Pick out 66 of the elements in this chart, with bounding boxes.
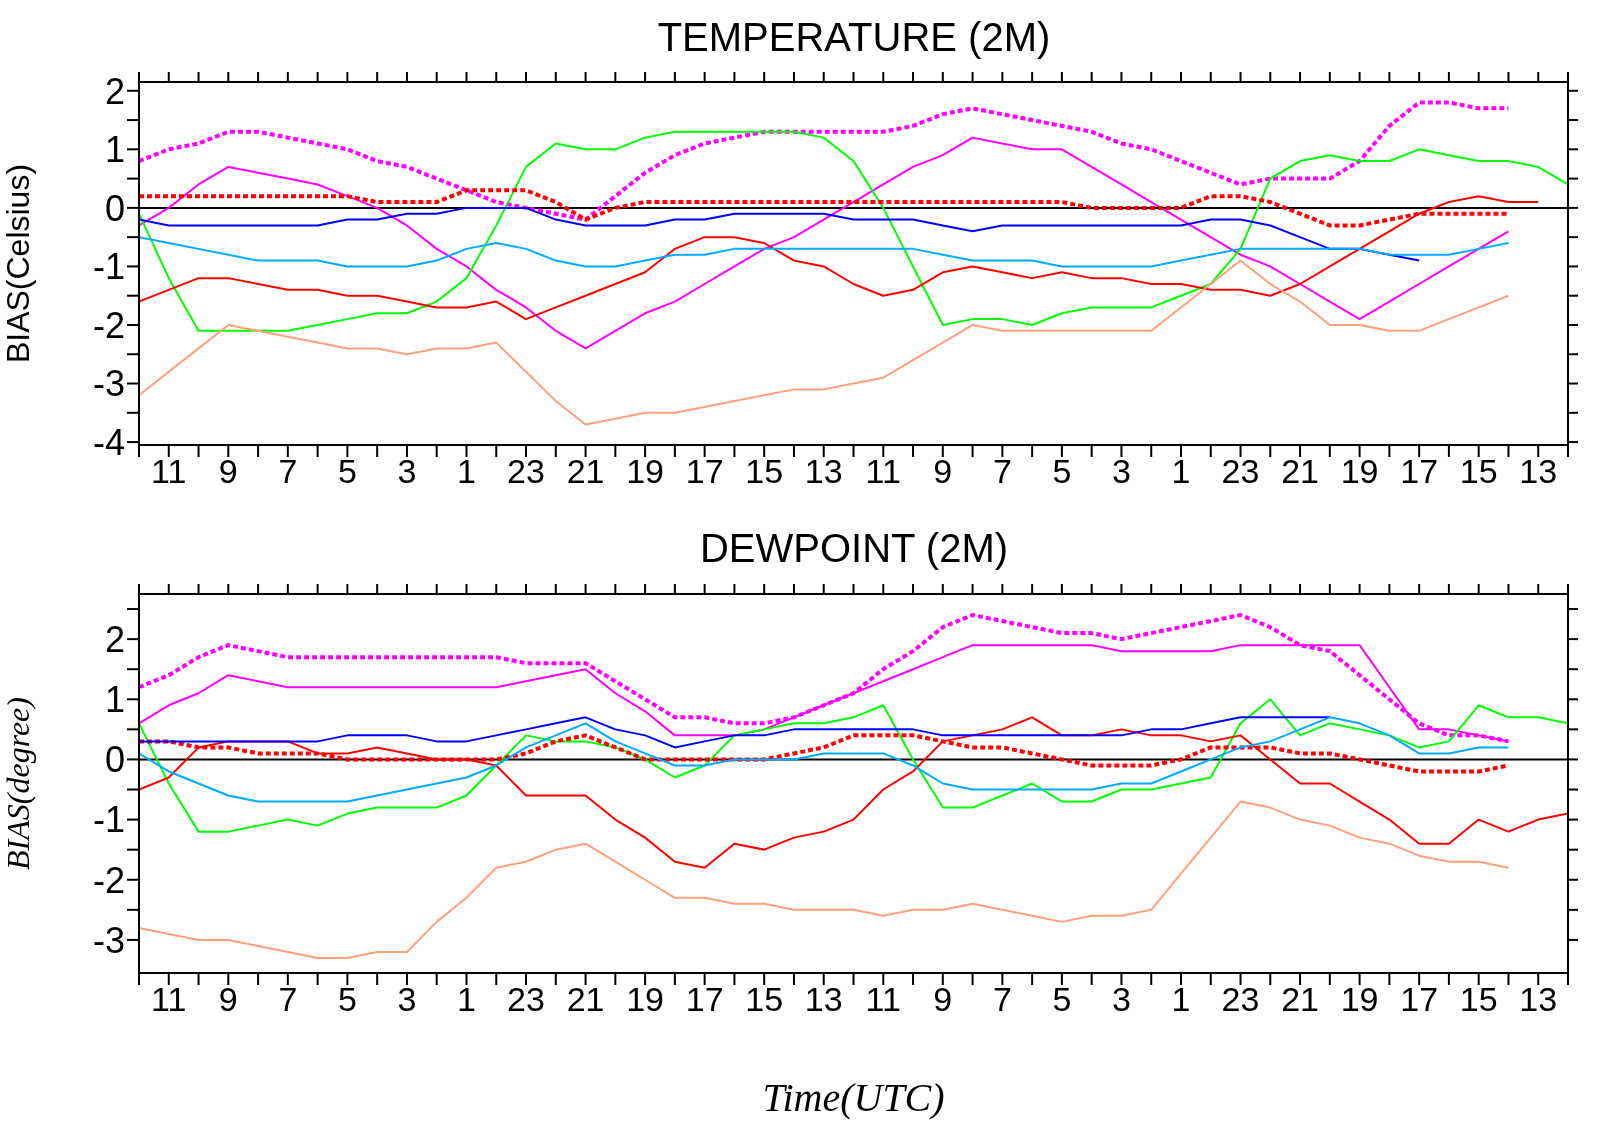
chart-title: TEMPERATURE (2M)	[656, 14, 1052, 61]
x-tick-label: 1	[1171, 452, 1191, 491]
x-tick-label: 3	[1111, 452, 1131, 491]
x-tick-label: 15	[1459, 980, 1498, 1019]
x-tick-label: 9	[933, 980, 953, 1019]
x-tick-label: 1	[457, 452, 476, 491]
x-tick-label: 7	[992, 980, 1012, 1019]
x-tick-label: 19	[1340, 980, 1379, 1019]
x-tick-label: 21	[1281, 452, 1319, 491]
x-tick-label: 19	[626, 980, 665, 1019]
x-tick-label: 19	[1340, 452, 1379, 491]
x-axis-title: Time(UTC)	[762, 1075, 945, 1120]
y-tick-label: -4	[92, 421, 125, 463]
y-tick-label: 2	[104, 618, 125, 660]
x-tick-label: 9	[933, 452, 953, 491]
x-tick-label: 13	[804, 980, 843, 1019]
chart-title: DEWPOINT (2M)	[698, 525, 1010, 572]
x-tick-label: 21	[566, 980, 605, 1019]
x-tick-label: 9	[218, 452, 238, 491]
x-tick-label: 11	[865, 980, 901, 1019]
x-tick-label: 3	[1111, 980, 1131, 1019]
x-tick-label: 21	[1281, 980, 1319, 1019]
x-tick-label: 23	[1221, 452, 1260, 491]
x-tick-label: 15	[745, 980, 784, 1019]
x-tick-label: 17	[1400, 452, 1439, 491]
x-tick-label: 1	[1171, 980, 1191, 1019]
x-tick-label: 17	[685, 980, 724, 1019]
x-tick-label: 13	[1519, 452, 1558, 491]
y-tick-label: -3	[92, 363, 125, 405]
x-tick-label: 13	[804, 452, 843, 491]
x-tick-label: 11	[151, 452, 187, 491]
y-tick-label: -1	[92, 246, 125, 288]
x-tick-label: 7	[992, 452, 1012, 491]
x-tick-label: 5	[1052, 980, 1072, 1019]
x-tick-label: 13	[1519, 980, 1558, 1019]
x-tick-label: 23	[507, 452, 545, 491]
y-tick-label: 0	[104, 187, 125, 229]
x-tick-label: 7	[278, 980, 298, 1019]
y-tick-label: 0	[104, 739, 125, 781]
x-tick-label: 23	[507, 980, 545, 1019]
x-tick-label: 17	[685, 452, 724, 491]
y-tick-label: -2	[92, 304, 125, 346]
y-tick-label: 2	[104, 70, 125, 112]
x-tick-label: 23	[1221, 980, 1260, 1019]
x-tick-label: 11	[151, 980, 187, 1019]
x-tick-label: 5	[337, 452, 357, 491]
x-tick-label: 3	[397, 452, 417, 491]
x-tick-label: 3	[397, 980, 417, 1019]
x-tick-label: 5	[1052, 452, 1072, 491]
x-tick-label: 5	[337, 980, 357, 1019]
x-tick-label: 17	[1400, 980, 1439, 1019]
x-tick-label: 9	[218, 980, 238, 1019]
y-tick-label: 1	[104, 679, 125, 721]
y-tick-label: -3	[92, 919, 125, 961]
x-tick-label: 21	[566, 452, 605, 491]
x-tick-label: 19	[626, 452, 665, 491]
x-tick-label: 1	[457, 980, 476, 1019]
y-tick-label: -1	[92, 799, 125, 841]
x-tick-label: 15	[1459, 452, 1498, 491]
y-tick-label: -2	[92, 859, 125, 901]
y-axis-title: BIAS(degree)	[0, 697, 37, 870]
x-tick-label: 15	[745, 452, 784, 491]
y-tick-label: 1	[104, 129, 125, 171]
x-tick-label: 7	[278, 452, 298, 491]
x-tick-label: 11	[865, 452, 901, 491]
y-axis-title: BIAS(Celsius)	[0, 163, 37, 364]
